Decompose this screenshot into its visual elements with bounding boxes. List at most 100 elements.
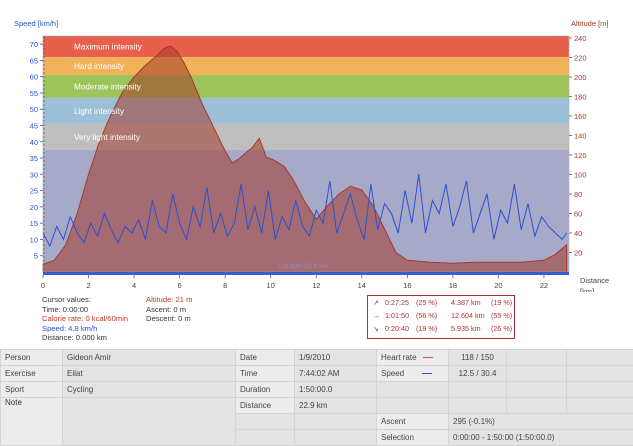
info-blank-cell <box>236 414 295 430</box>
person-value: Gideon Amir <box>63 350 236 366</box>
altitude-tick-label: 40 <box>574 229 582 238</box>
distance-tick-label: 0 <box>41 281 45 290</box>
info-blank-cell <box>236 430 295 446</box>
altitude-axis-title: Altitude [m] <box>571 19 609 28</box>
duration-label: Duration <box>236 382 295 398</box>
info-blank-cell <box>507 398 567 414</box>
speed-tick-label: 20 <box>30 203 38 212</box>
intensity-zone-label: Moderate intensity <box>74 82 142 91</box>
downhill-distance-pct: (26 %) <box>491 323 512 335</box>
downhill-distance: 5.935 km <box>451 323 481 335</box>
cursor-descent: Descent: 0 m <box>146 314 192 324</box>
cursor-distance: Distance: 0.000 km <box>42 333 128 343</box>
altitude-tick-label: 20 <box>574 248 582 257</box>
speed-tick-label: 65 <box>30 56 38 65</box>
altitude-tick-label: 220 <box>574 53 587 62</box>
speed-label-text: Speed <box>381 369 404 378</box>
distance-tick-label: 4 <box>132 281 136 290</box>
altitude-tick-label: 240 <box>574 34 587 43</box>
speed-tick-label: 35 <box>30 154 38 163</box>
climb-summary-box: ↗ 0:27:25 (25 %) 4.387 km (19 %) → 1:01:… <box>367 295 515 339</box>
altitude-tick-label: 120 <box>574 151 587 160</box>
info-blank-cell <box>567 398 633 414</box>
distance-tick-label: 10 <box>267 281 275 290</box>
heart-rate-label-text: Heart rate <box>381 353 417 362</box>
flat-time: 1:01:50 <box>385 310 409 322</box>
distance-axis-title: [km] <box>580 287 594 292</box>
speed-axis-title: Speed [km/h] <box>14 19 58 28</box>
info-blank-cell <box>507 350 567 366</box>
speed-value: 12.5 / 30.4 <box>449 366 507 382</box>
cursor-time: Time: 0:00:00 <box>42 305 128 315</box>
heart-rate-label: Heart rate <box>377 350 449 366</box>
info-blank-cell <box>449 382 507 398</box>
speed-label: Speed <box>377 366 449 382</box>
info-blank-cell <box>295 430 377 446</box>
uphill-time: 0:27:25 <box>385 297 409 309</box>
altitude-tick-label: 180 <box>574 92 587 101</box>
altitude-tick-label: 100 <box>574 170 587 179</box>
intensity-zone-label: Hard intensity <box>74 62 125 71</box>
uphill-distance: 4.387 km <box>451 297 481 309</box>
flat-arrow-icon: → <box>373 310 380 322</box>
selection-value: 0:00:00 - 1:50:00 (1:50:00.0) <box>449 430 633 446</box>
flat-distance-pct: (55 %) <box>491 310 512 322</box>
distance-tick-label: 12 <box>312 281 320 290</box>
speed-tick-label: 40 <box>30 138 38 147</box>
note-value[interactable] <box>63 398 236 446</box>
info-blank-cell <box>377 382 449 398</box>
distance-tick-label: 22 <box>540 281 548 290</box>
ascent-label: Ascent <box>377 414 449 430</box>
workout-chart[interactable]: Maximum intensity Hard intensity Moderate … <box>0 0 633 292</box>
heart-rate-legend-dash <box>423 357 433 358</box>
info-row-distance: Note Distance 22.9 km <box>1 398 633 414</box>
distance-value: 22.9 km <box>295 398 377 414</box>
speed-legend-dash <box>422 373 432 374</box>
time-value: 7:44:02 AM <box>295 366 377 382</box>
exercise-info-table: Person Gideon Amir Date 1/9/2010 Heart r… <box>0 349 633 446</box>
altitude-tick-label: 60 <box>574 209 582 218</box>
distance-tick-label: 2 <box>86 281 90 290</box>
overlay-readout: 119 bpm 22.9 km <box>278 263 328 270</box>
flat-distance: 12.604 km <box>451 310 485 322</box>
speed-tick-label: 5 <box>34 252 38 261</box>
person-label: Person <box>1 350 63 366</box>
downhill-arrow-icon: ↘ <box>373 323 379 335</box>
speed-tick-label: 25 <box>30 187 38 196</box>
date-label: Date <box>236 350 295 366</box>
distance-tick-label: 16 <box>403 281 411 290</box>
speed-tick-label: 55 <box>30 89 38 98</box>
cursor-altitude-panel: Altitude: 21 m Ascent: 0 m Descent: 0 m <box>146 295 192 324</box>
cursor-speed: Speed: 4.8 km/h <box>42 324 128 334</box>
info-row-sport: Sport Cycling Duration 1:50:00.0 <box>1 382 633 398</box>
intensity-zone-label: Light intensity <box>74 107 125 116</box>
intensity-zone-label: Very light intensity <box>74 133 141 142</box>
distance-tick-label: 20 <box>494 281 502 290</box>
info-blank-cell <box>567 366 633 382</box>
info-blank-cell <box>295 414 377 430</box>
info-blank-cell <box>507 366 567 382</box>
info-row-exercise: Exercise Eilat Time 7:44:02 AM Speed 12.… <box>1 366 633 382</box>
altitude-tick-label: 140 <box>574 131 587 140</box>
altitude-tick-label: 80 <box>574 190 582 199</box>
exercise-label: Exercise <box>1 366 63 382</box>
sport-label: Sport <box>1 382 63 398</box>
speed-tick-label: 10 <box>30 235 38 244</box>
cursor-values-heading: Cursor values: <box>42 295 128 305</box>
time-label: Time <box>236 366 295 382</box>
cursor-altitude: Altitude: 21 m <box>146 295 192 305</box>
downhill-time-pct: (19 %) <box>416 323 437 335</box>
ascent-value: 295 (-0.1%) <box>449 414 633 430</box>
info-blank-cell <box>449 398 507 414</box>
intensity-zone-label: Maximum intensity <box>74 43 143 52</box>
info-blank-cell <box>567 382 633 398</box>
cursor-ascent: Ascent: 0 m <box>146 305 192 315</box>
uphill-time-pct: (25 %) <box>416 297 437 309</box>
distance-axis-title: Distance <box>580 276 609 285</box>
downhill-time: 0:20:40 <box>385 323 409 335</box>
timeline-bar[interactable] <box>43 272 569 275</box>
speed-tick-label: 50 <box>30 105 38 114</box>
duration-value: 1:50:00.0 <box>295 382 377 398</box>
speed-tick-label: 60 <box>30 73 38 82</box>
speed-tick-label: 70 <box>30 40 38 49</box>
